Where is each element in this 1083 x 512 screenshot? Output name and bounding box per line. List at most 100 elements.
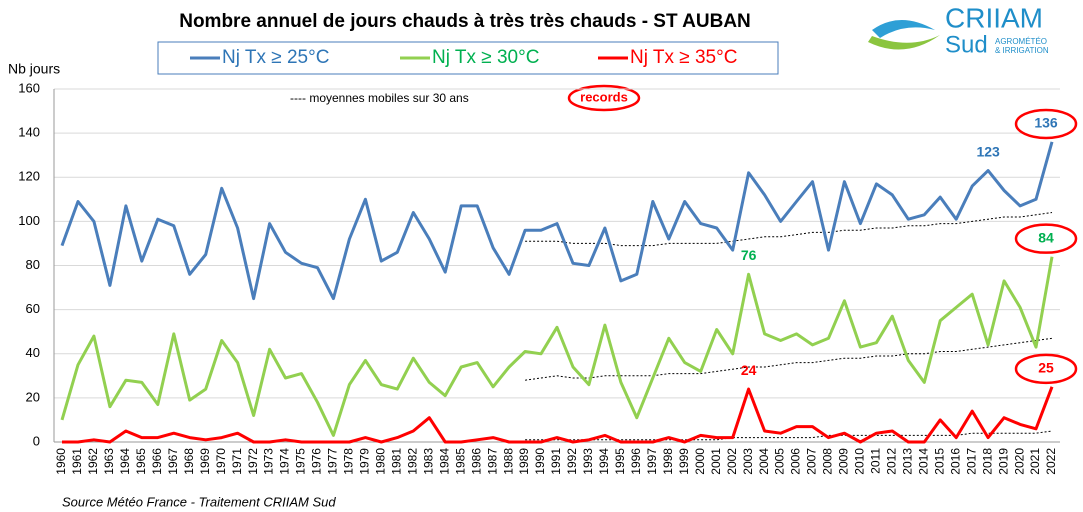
y-tick-label: 0 xyxy=(33,433,40,448)
trend-note: ---- moyennes mobiles sur 30 ans xyxy=(290,91,469,105)
x-tick-label: 1978 xyxy=(342,448,356,475)
y-tick-label: 120 xyxy=(18,169,40,184)
x-tick-label: 1969 xyxy=(198,448,212,475)
x-tick-label: 1970 xyxy=(214,448,228,475)
x-tick-label: 2018 xyxy=(980,448,994,475)
x-tick-label: 1979 xyxy=(358,448,372,475)
x-tick-label: 2011 xyxy=(869,448,883,474)
x-tick-label: 1991 xyxy=(549,448,563,475)
logo-wave xyxy=(872,20,935,38)
x-tick-label: 1994 xyxy=(597,448,611,475)
record-circle xyxy=(1014,108,1078,140)
x-tick-label: 2005 xyxy=(773,448,787,475)
data-label: 123 xyxy=(976,143,1000,159)
series-line xyxy=(60,256,1054,437)
x-tick-label: 2004 xyxy=(757,448,771,475)
x-tick-label: 2019 xyxy=(996,448,1010,475)
x-tick-label: 2003 xyxy=(741,448,755,475)
logo-sub: Sud xyxy=(945,31,988,58)
x-tick-label: 2000 xyxy=(693,448,707,475)
x-tick-label: 1981 xyxy=(389,448,403,475)
data-label: 76 xyxy=(741,247,757,263)
x-tick-label: 1980 xyxy=(374,448,388,475)
x-tick-label: 1984 xyxy=(437,448,451,475)
x-tick-label: 2010 xyxy=(853,448,867,475)
x-tick-label: 2008 xyxy=(821,448,835,475)
data-label: 25 xyxy=(1038,360,1054,376)
x-tick-label: 2001 xyxy=(709,448,723,475)
y-tick-label: 160 xyxy=(18,80,40,95)
legend-label: Nj Tx ≥ 35°C xyxy=(630,47,737,68)
x-tick-label: 2012 xyxy=(885,448,899,475)
x-tick-label: 1983 xyxy=(421,448,435,475)
x-tick-label: 1966 xyxy=(150,448,164,475)
x-tick-label: 2021 xyxy=(1028,448,1042,475)
y-tick-label: 60 xyxy=(26,301,40,316)
x-tick-label: 2009 xyxy=(837,448,851,475)
x-tick-label: 1996 xyxy=(629,448,643,475)
data-label: 24 xyxy=(741,362,757,378)
x-tick-label: 1999 xyxy=(677,448,691,475)
legend-box xyxy=(157,41,779,75)
x-tick-label: 1968 xyxy=(182,448,196,475)
logo-wave xyxy=(868,35,940,50)
data-label: 84 xyxy=(1038,229,1054,245)
x-tick-label: 1962 xyxy=(86,448,100,475)
x-tick-label: 1960 xyxy=(54,448,68,475)
x-tick-label: 2007 xyxy=(805,448,819,475)
x-tick-label: 1987 xyxy=(485,448,499,475)
chart-title: Nombre annuel de jours chauds à très trè… xyxy=(179,11,751,32)
trend-line xyxy=(525,337,1053,381)
trend-line xyxy=(525,212,1053,247)
x-tick-label: 1992 xyxy=(565,448,579,475)
x-tick-label: 2020 xyxy=(1012,448,1026,475)
x-tick-label: 1974 xyxy=(278,448,292,475)
y-tick-label: 100 xyxy=(18,213,40,228)
source: Source Météo France - Traitement CRIIAM … xyxy=(62,494,336,509)
x-tick-label: 1988 xyxy=(501,448,515,475)
x-tick-label: 2013 xyxy=(900,448,914,475)
x-tick-label: 1997 xyxy=(645,448,659,475)
record-circle xyxy=(1014,353,1078,385)
x-tick-label: 2006 xyxy=(789,448,803,475)
legend-label: Nj Tx ≥ 25°C xyxy=(222,47,329,68)
x-tick-label: 1989 xyxy=(517,448,531,475)
x-tick-label: 2017 xyxy=(964,448,978,475)
x-tick-label: 1998 xyxy=(661,448,675,475)
y-axis-label: Nb jours xyxy=(8,61,60,77)
x-tick-label: 1995 xyxy=(613,448,627,475)
x-tick-label: 1973 xyxy=(262,448,276,475)
legend-label: Nj Tx ≥ 30°C xyxy=(432,47,539,68)
logo-tagline: & IRRIGATION xyxy=(995,46,1049,55)
x-tick-label: 2016 xyxy=(948,448,962,475)
x-tick-label: 1963 xyxy=(102,448,116,475)
x-tick-label: 1986 xyxy=(469,448,483,475)
record-circle xyxy=(1014,223,1078,254)
y-tick-label: 140 xyxy=(18,125,40,140)
x-tick-label: 1990 xyxy=(533,448,547,475)
x-tick-label: 1971 xyxy=(230,448,244,475)
data-label: 136 xyxy=(1034,115,1058,131)
x-tick-label: 1977 xyxy=(326,448,340,475)
y-tick-label: 80 xyxy=(26,257,40,272)
logo: CRIIAM Sud AGROMÉTÉO & IRRIGATION xyxy=(868,2,1049,58)
x-tick-label: 1964 xyxy=(118,448,132,475)
x-tick-label: 2022 xyxy=(1044,448,1058,475)
x-tick-label: 2002 xyxy=(725,448,739,475)
records-note: records xyxy=(580,89,628,104)
x-tick-label: 1961 xyxy=(70,448,84,475)
x-tick-label: 1972 xyxy=(246,448,260,475)
x-tick-label: 1985 xyxy=(453,448,467,475)
y-tick-label: 20 xyxy=(26,389,40,404)
series-line xyxy=(60,141,1054,301)
logo-name: CRIIAM xyxy=(945,2,1043,33)
x-tick-label: 1982 xyxy=(405,448,419,475)
series-line xyxy=(62,386,1054,444)
x-tick-label: 1976 xyxy=(310,448,324,475)
x-tick-label: 1993 xyxy=(581,448,595,475)
x-tick-label: 2014 xyxy=(916,448,930,475)
x-tick-label: 1967 xyxy=(166,448,180,475)
y-tick-label: 40 xyxy=(26,345,40,360)
x-tick-label: 2015 xyxy=(932,448,946,475)
